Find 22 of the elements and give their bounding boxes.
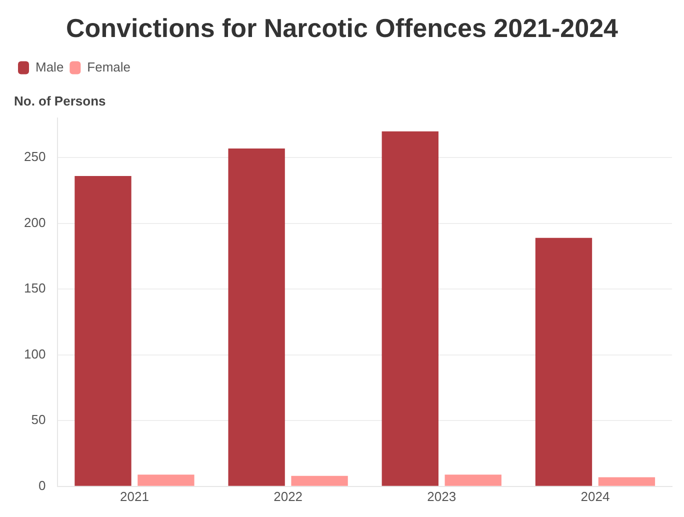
bar <box>228 148 285 486</box>
y-tick-label: 150 <box>24 280 46 296</box>
legend-label: Female <box>87 59 131 74</box>
y-axis-title: No. of Persons <box>14 93 106 108</box>
y-tick-label: 50 <box>31 412 46 428</box>
chart-title: Convictions for Narcotic Offences 2021-2024 <box>66 12 619 43</box>
legend-label: Male <box>36 59 64 74</box>
y-tick-label: 100 <box>24 346 46 362</box>
y-tick-label: 0 <box>38 478 46 493</box>
bar <box>444 474 502 486</box>
x-tick-label: 2023 <box>427 488 456 504</box>
bar <box>535 238 592 486</box>
bar <box>291 476 348 486</box>
y-tick-label: 200 <box>24 214 46 230</box>
bar <box>74 176 132 486</box>
x-tick-label: 2024 <box>580 488 610 504</box>
bar <box>382 131 438 486</box>
x-tick-label: 2022 <box>274 488 303 504</box>
x-tick-label: 2021 <box>120 488 149 504</box>
bar <box>138 474 194 486</box>
bar <box>598 477 656 486</box>
y-tick-label: 250 <box>24 149 46 164</box>
